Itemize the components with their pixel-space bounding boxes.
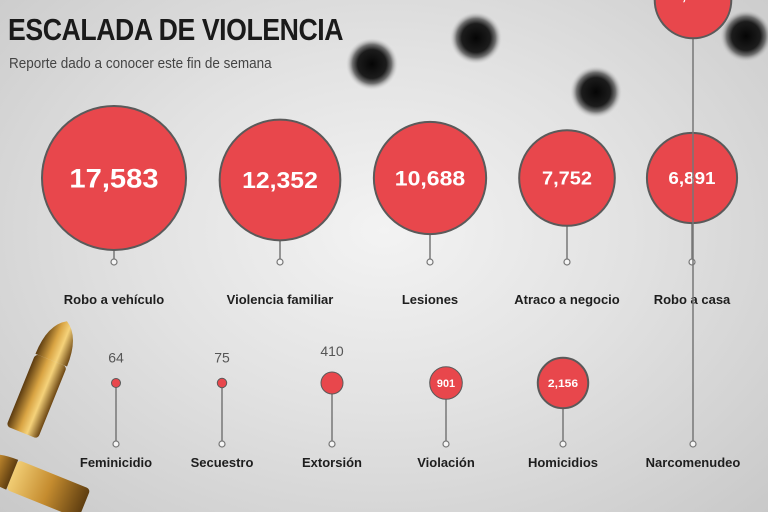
category-label: Secuestro	[191, 455, 254, 470]
value-label: 901	[437, 378, 455, 390]
value-label: 10,688	[395, 166, 466, 190]
chart-title: ESCALADA DE VIOLENCIA	[8, 12, 344, 47]
value-label: 12,352	[242, 167, 318, 193]
category-label: Lesiones	[402, 292, 458, 307]
bubble-lesiones	[372, 120, 488, 236]
stem-knob	[276, 258, 284, 266]
value-label: 2,156	[548, 378, 578, 390]
bubble-feminicidio	[111, 378, 121, 388]
category-label: Atraco a negocio	[514, 292, 620, 307]
bubble-violacion	[429, 366, 463, 400]
stem-knob	[112, 440, 120, 448]
category-label: Robo a vehículo	[64, 292, 164, 307]
stem-knob	[559, 440, 567, 448]
bubble-extorsion	[320, 371, 344, 395]
value-label: 7,752	[542, 168, 592, 188]
category-label: Narcomenudeo	[646, 455, 741, 470]
category-label: Violencia familiar	[227, 292, 334, 307]
category-label: Violación	[417, 455, 475, 470]
stem-knob	[442, 440, 450, 448]
category-label: Feminicidio	[80, 455, 152, 470]
bullet-hole-icon	[570, 66, 622, 118]
value-label: 410	[320, 343, 344, 359]
value-label: 64	[108, 350, 124, 366]
bubble-robo-a-casa	[645, 131, 739, 225]
bullet-hole-icon	[450, 12, 502, 64]
category-label: Homicidios	[528, 455, 598, 470]
category-label: Extorsión	[302, 455, 362, 470]
stem-knob	[426, 258, 434, 266]
bubble-narcomenudeo	[653, 0, 733, 40]
bullet-hole-icon	[720, 10, 768, 62]
bubble-homicidios	[536, 356, 590, 410]
bubble-atraco-a-negocio	[518, 129, 616, 227]
chart-subtitle: Reporte dado a conocer este fin de seman…	[9, 55, 272, 72]
stem-knob	[689, 440, 697, 448]
bubble-violencia-familiar	[218, 118, 342, 242]
bullet-hole-icon	[346, 38, 398, 90]
bubble-secuestro	[216, 377, 228, 389]
stem-knob	[218, 440, 226, 448]
bubble-robo-a-vehiculo	[41, 105, 187, 251]
bullet-icon	[7, 321, 73, 438]
bullet-icon	[0, 454, 90, 512]
stem-knob	[110, 258, 118, 266]
value-label: 17,583	[69, 163, 158, 193]
stem-knob	[328, 440, 336, 448]
stem-knob	[563, 258, 571, 266]
value-label: 75	[214, 349, 230, 365]
stem-knob	[688, 258, 696, 266]
value-label: 4,972	[673, 0, 713, 4]
